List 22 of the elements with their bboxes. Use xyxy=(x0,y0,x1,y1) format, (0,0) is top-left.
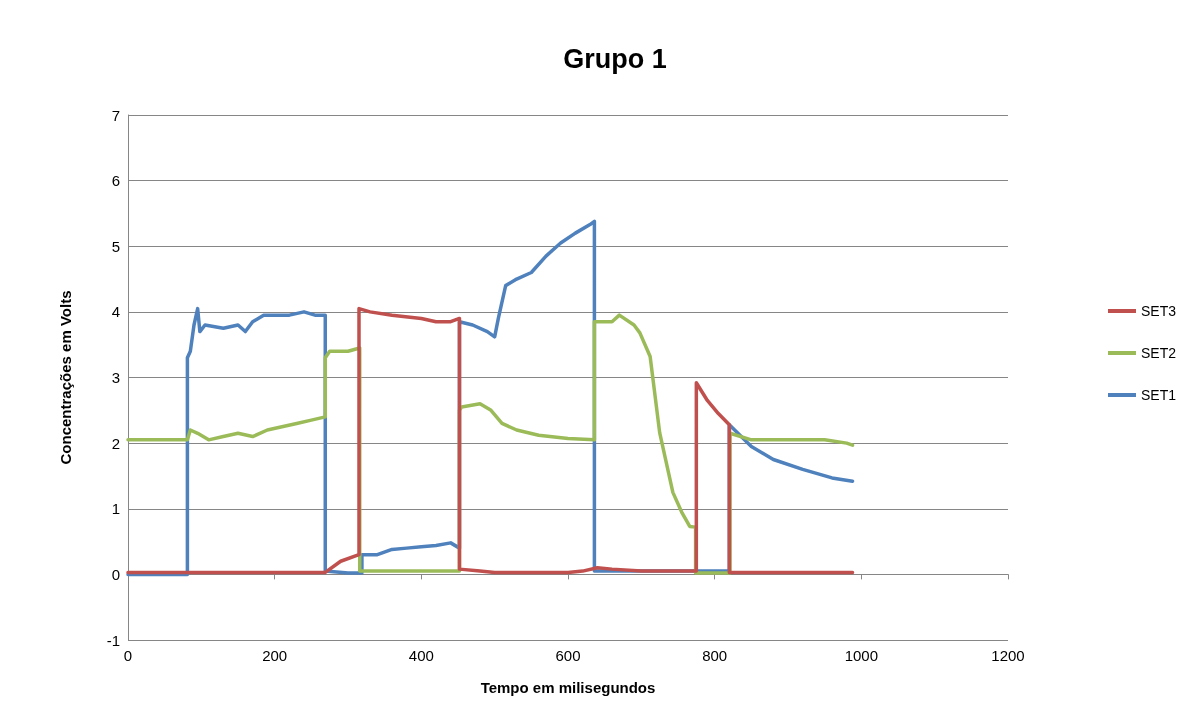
legend-label: SET2 xyxy=(1140,345,1177,361)
y-tick-label: 2 xyxy=(111,434,120,452)
y-tick-label: 3 xyxy=(111,369,120,386)
y-tick-label: 0 xyxy=(111,565,120,583)
y-axis-title: Concentrações em Volts xyxy=(57,290,74,465)
y-tick-label: -1 xyxy=(106,631,120,649)
legend-label: SET3 xyxy=(1140,303,1177,319)
x-tick-label: 200 xyxy=(262,647,288,664)
x-axis-title: Tempo em milisegundos xyxy=(480,679,656,696)
x-tick-label: 1200 xyxy=(991,647,1025,664)
x-tick-label: 0 xyxy=(123,647,133,664)
y-tick-label: 7 xyxy=(111,106,120,124)
y-tick-label: 4 xyxy=(111,303,120,321)
y-tick-label: 5 xyxy=(111,237,120,255)
chart-title: Grupo 1 xyxy=(563,43,667,74)
x-tick-label: 600 xyxy=(555,647,581,664)
y-tick-label: 6 xyxy=(111,172,120,190)
x-tick-label: 800 xyxy=(702,647,728,664)
legend-label: SET1 xyxy=(1140,387,1177,403)
y-tick-label: 1 xyxy=(111,500,120,518)
x-tick-label: 1000 xyxy=(844,647,879,664)
x-tick-label: 400 xyxy=(408,647,434,664)
